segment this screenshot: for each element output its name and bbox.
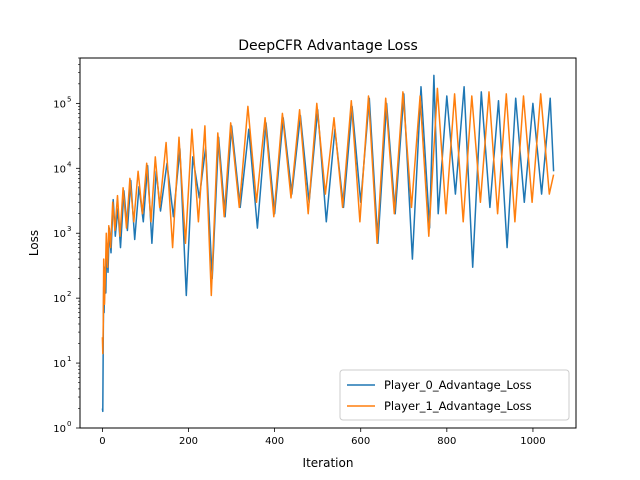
y-tick-label: 10	[53, 359, 66, 370]
y-tick-exponent: 1	[67, 355, 71, 363]
y-tick-label: 10	[53, 164, 66, 175]
series-line-player-1	[101, 87, 555, 355]
legend: Player_0_Advantage_Loss Player_1_Advantag…	[339, 369, 570, 421]
legend-label: Player_1_Advantage_Loss	[384, 399, 532, 413]
y-tick-label: 10	[53, 294, 66, 305]
x-tick-label: 400	[265, 436, 284, 447]
y-tick-label: 10	[53, 424, 66, 435]
x-tick-label: 600	[351, 436, 370, 447]
legend-box	[339, 369, 570, 421]
x-tick-label: 200	[179, 436, 198, 447]
y-tick-exponent: 4	[67, 160, 72, 168]
y-tick-exponent: 3	[67, 225, 71, 233]
x-axis: 0 200 400 600 800 1000	[99, 428, 546, 447]
series-line-player-0	[101, 74, 555, 413]
x-tick-label: 1000	[520, 436, 545, 447]
y-axis-label: Loss	[27, 230, 41, 256]
series-layer	[101, 74, 555, 413]
x-tick-label: 800	[437, 436, 456, 447]
y-tick-label: 10	[53, 229, 66, 240]
legend-label: Player_0_Advantage_Loss	[384, 378, 532, 392]
x-axis-label: Iteration	[303, 456, 354, 470]
x-tick-label: 0	[99, 436, 105, 447]
y-tick-exponent: 5	[67, 95, 71, 103]
y-tick-label: 10	[53, 99, 66, 110]
y-tick-exponent: 2	[67, 290, 71, 298]
y-tick-exponent: 0	[67, 420, 71, 428]
chart-title: DeepCFR Advantage Loss	[238, 38, 418, 54]
